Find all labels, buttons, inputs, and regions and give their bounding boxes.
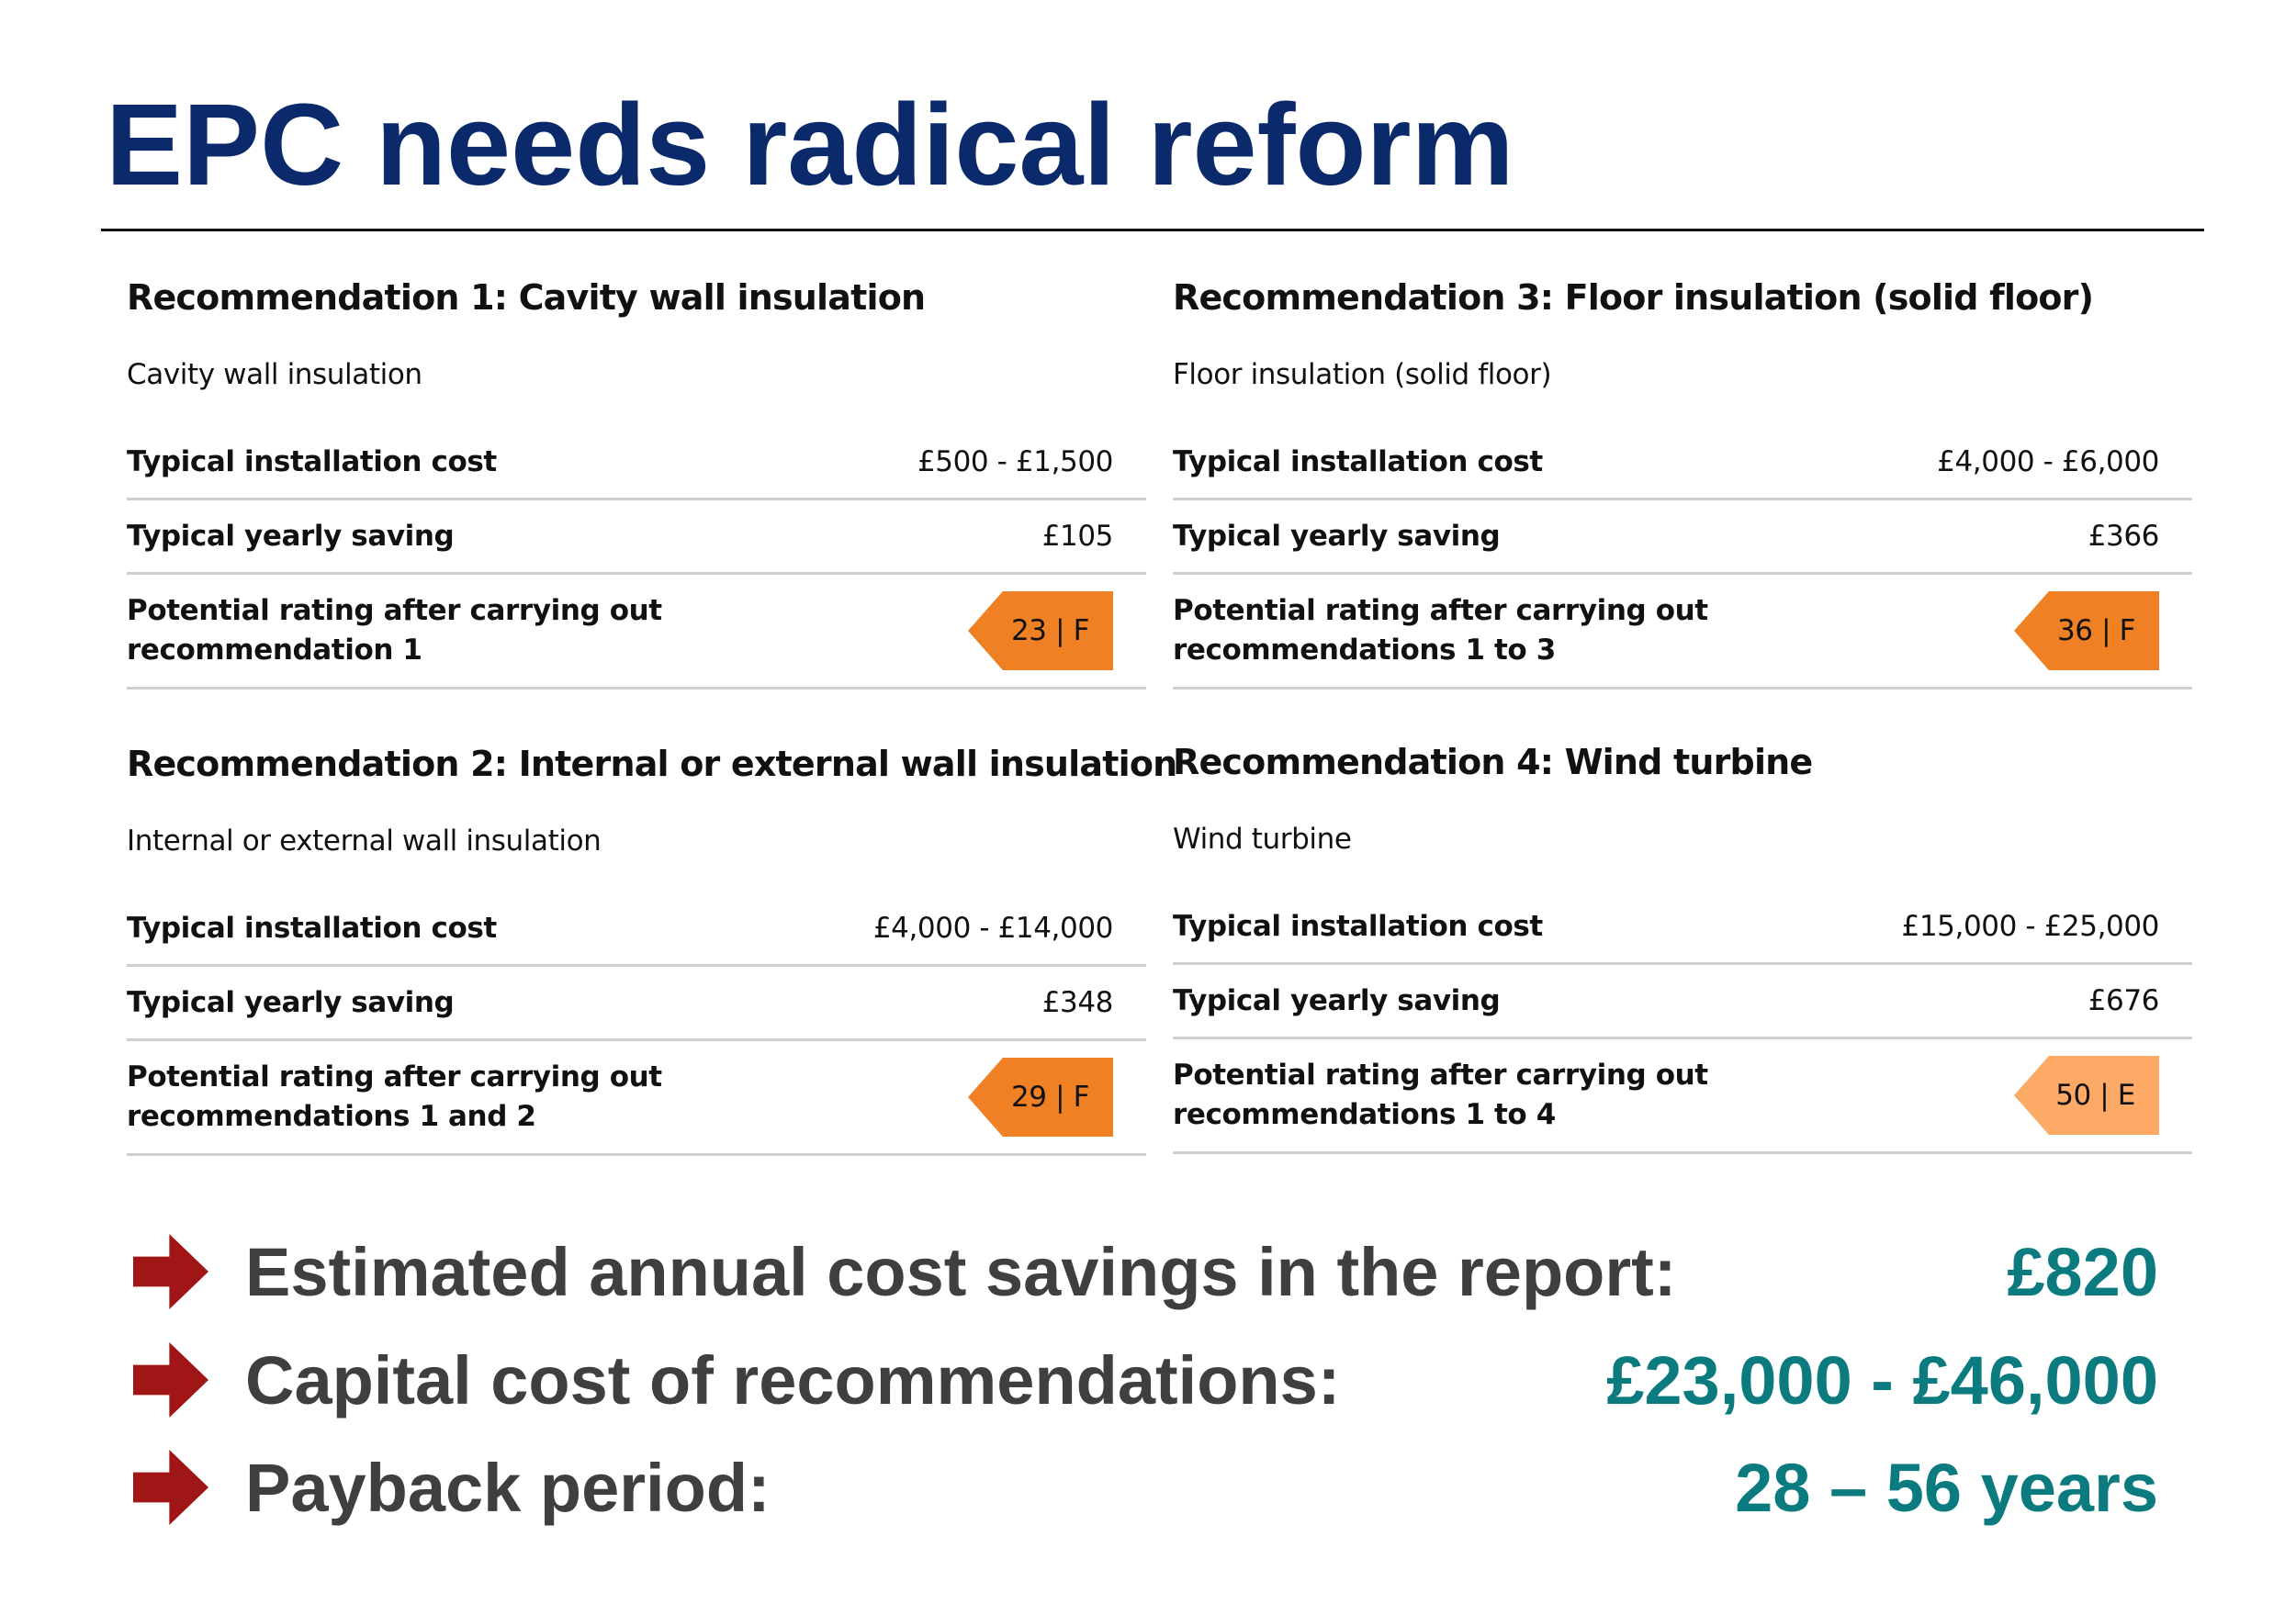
recommendation-heading: Recommendation 1: Cavity wall insulation (127, 277, 926, 318)
installation-cost-row: Typical installation cost £500 - £1,500 (127, 426, 1146, 500)
rating-badge-text: 29 | F (1010, 1081, 1089, 1114)
rating-badge-text: 36 | F (2056, 614, 2135, 647)
summary-value: 28 – 56 years (1735, 1449, 2158, 1526)
summary-value: £820 (2007, 1233, 2158, 1310)
potential-rating-label: Potential rating after carrying out reco… (1173, 591, 1708, 670)
yearly-saving-value: £348 (1041, 986, 1114, 1019)
installation-cost-row: Typical installation cost £4,000 - £6,00… (1173, 426, 2192, 500)
yearly-saving-row: Typical yearly saving £366 (1173, 500, 2192, 575)
installation-cost-value: £4,000 - £6,000 (1937, 445, 2159, 478)
potential-rating-label-line1: Potential rating after carrying out (127, 1060, 662, 1093)
installation-cost-value: £15,000 - £25,000 (1901, 910, 2160, 943)
installation-cost-label: Typical installation cost (127, 911, 497, 945)
potential-rating-label-line1: Potential rating after carrying out (1173, 1059, 1708, 1092)
installation-cost-label: Typical installation cost (1173, 444, 1543, 478)
installation-cost-label: Typical installation cost (1173, 909, 1543, 943)
installation-cost-value: £500 - £1,500 (917, 445, 1113, 478)
recommendation-card-4: Recommendation 4: Wind turbine Wind turb… (1173, 723, 2192, 1154)
potential-rating-row: Potential rating after carrying out reco… (127, 575, 1146, 690)
rating-badge-text: 50 | E (2055, 1079, 2135, 1112)
rating-badge-text: 23 | F (1010, 614, 1089, 647)
potential-rating-label: Potential rating after carrying out reco… (127, 591, 662, 670)
installation-cost-value: £4,000 - £14,000 (872, 912, 1114, 945)
recommendation-card-2: Recommendation 2: Internal or external w… (127, 725, 1177, 1156)
recommendation-heading: Recommendation 4: Wind turbine (1173, 742, 1813, 782)
installation-cost-label: Typical installation cost (127, 444, 497, 478)
potential-rating-row: Potential rating after carrying out reco… (1173, 1039, 2192, 1154)
potential-rating-label-line2: recommendation 1 (127, 634, 422, 667)
title-divider (101, 229, 2204, 231)
rating-arrow-badge: 50 | E (2014, 1056, 2159, 1135)
yearly-saving-row: Typical yearly saving £676 (1173, 965, 2192, 1039)
yearly-saving-label: Typical yearly saving (127, 519, 455, 553)
summary-value: £23,000 - £46,000 (1606, 1341, 2158, 1419)
yearly-saving-label: Typical yearly saving (1173, 519, 1501, 553)
yearly-saving-label: Typical yearly saving (127, 985, 455, 1019)
rating-arrow-badge: 23 | F (968, 591, 1113, 670)
yearly-saving-value: £676 (2088, 984, 2160, 1017)
potential-rating-label-line1: Potential rating after carrying out (127, 594, 662, 627)
recommendation-subtitle: Floor insulation (solid floor) (1173, 358, 1552, 391)
summary-item-payback-period: Payback period: 28 – 56 years (133, 1446, 2158, 1529)
rating-arrow-badge: 29 | F (968, 1058, 1113, 1137)
potential-rating-row: Potential rating after carrying out reco… (127, 1041, 1146, 1156)
installation-cost-row: Typical installation cost £4,000 - £14,0… (127, 892, 1146, 967)
installation-cost-row: Typical installation cost £15,000 - £25,… (1173, 891, 2192, 965)
summary-item-annual-savings: Estimated annual cost savings in the rep… (133, 1230, 2158, 1313)
summary-label: Estimated annual cost savings in the rep… (245, 1233, 1677, 1310)
yearly-saving-row: Typical yearly saving £105 (127, 500, 1146, 575)
summary-item-capital-cost: Capital cost of recommendations: £23,000… (133, 1339, 2158, 1421)
rating-arrow-badge: 36 | F (2014, 591, 2159, 670)
recommendation-card-1: Recommendation 1: Cavity wall insulation… (127, 259, 1146, 690)
potential-rating-label-line2: recommendations 1 and 2 (127, 1100, 536, 1133)
potential-rating-label-line2: recommendations 1 to 4 (1173, 1098, 1556, 1131)
recommendation-card-3: Recommendation 3: Floor insulation (soli… (1173, 259, 2192, 690)
arrow-right-icon (133, 1342, 208, 1418)
page-title: EPC needs radical reform (106, 80, 1514, 209)
yearly-saving-value: £105 (1041, 520, 1114, 553)
potential-rating-label: Potential rating after carrying out reco… (127, 1058, 662, 1137)
potential-rating-label-line2: recommendations 1 to 3 (1173, 634, 1556, 667)
recommendation-subtitle: Cavity wall insulation (127, 358, 422, 391)
potential-rating-label: Potential rating after carrying out reco… (1173, 1056, 1708, 1135)
arrow-right-icon (133, 1450, 208, 1525)
summary-label: Capital cost of recommendations: (245, 1341, 1341, 1419)
recommendation-subtitle: Wind turbine (1173, 823, 1352, 856)
recommendation-heading: Recommendation 3: Floor insulation (soli… (1173, 277, 2094, 318)
potential-rating-row: Potential rating after carrying out reco… (1173, 575, 2192, 690)
summary-label: Payback period: (245, 1449, 771, 1526)
yearly-saving-value: £366 (2088, 520, 2160, 553)
yearly-saving-label: Typical yearly saving (1173, 983, 1501, 1017)
potential-rating-label-line1: Potential rating after carrying out (1173, 594, 1708, 627)
recommendation-heading: Recommendation 2: Internal or external w… (127, 744, 1177, 784)
recommendation-subtitle: Internal or external wall insulation (127, 824, 602, 858)
yearly-saving-row: Typical yearly saving £348 (127, 967, 1146, 1041)
arrow-right-icon (133, 1234, 208, 1309)
